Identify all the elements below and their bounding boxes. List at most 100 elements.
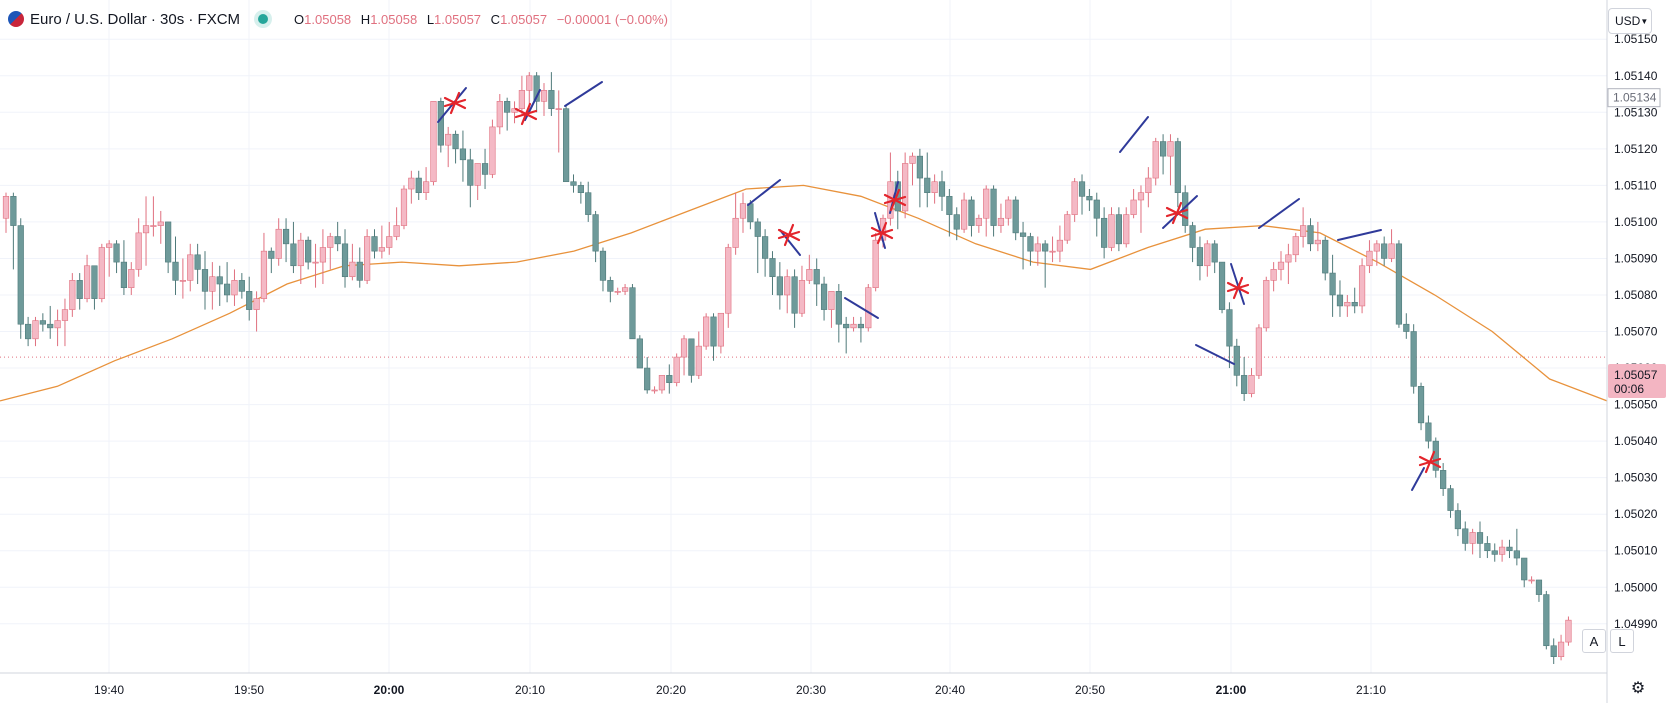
candle	[1277, 251, 1285, 281]
candle-body	[474, 163, 481, 186]
candle	[187, 243, 194, 292]
candle-body	[1381, 243, 1388, 259]
candle	[386, 221, 393, 255]
trend-line-drawing	[1119, 116, 1149, 153]
candle	[39, 313, 46, 332]
candle-body	[1101, 217, 1108, 248]
candle	[1005, 196, 1012, 226]
candle	[607, 276, 614, 303]
candle	[975, 214, 982, 233]
candle	[179, 258, 186, 299]
ohlc-values: O1.05058 H1.05058 L1.05057 C1.05057 −0.0…	[294, 12, 674, 27]
symbol-legend[interactable]: Euro / U.S. Dollar · 30s · FXCM O1.05058…	[8, 8, 674, 30]
candle-body	[1174, 141, 1181, 193]
candle-body	[754, 221, 761, 237]
candle	[1476, 521, 1484, 559]
candle-body	[69, 280, 76, 310]
candle	[924, 152, 931, 208]
last-price-label: 1.05057	[1614, 368, 1658, 382]
candle	[563, 104, 570, 183]
candle	[703, 313, 710, 350]
time-axis[interactable]: 19:40 19:50 20:00 20:10 20:20 20:30 20:40 20:50…	[94, 683, 1386, 697]
candle	[1307, 218, 1314, 252]
candle-body	[1344, 301, 1351, 307]
candle-body	[1528, 579, 1535, 582]
candle-body	[415, 177, 422, 193]
candle-body	[1521, 557, 1528, 581]
currency-button[interactable]: USD ▼	[1608, 8, 1652, 34]
high-value: 1.05058	[370, 11, 418, 27]
candle-body	[1241, 375, 1248, 394]
log-scale-button[interactable]: L	[1610, 629, 1634, 653]
auto-scale-button[interactable]: A	[1582, 629, 1606, 653]
candle-body	[25, 323, 32, 340]
candle-body	[924, 177, 931, 193]
candle-body	[1285, 254, 1292, 263]
price-axis[interactable]: 1.05150 1.05140 1.05130 1.05120 1.05110 1.051…	[1614, 32, 1658, 631]
candle-body	[1226, 309, 1233, 347]
candle	[585, 181, 592, 222]
candle-body	[268, 250, 275, 259]
trend-line-drawing	[779, 229, 801, 256]
price-tick-label: 1.05050	[1614, 398, 1658, 412]
price-tick-label: 1.05000	[1614, 580, 1658, 594]
candle	[1454, 503, 1461, 537]
candle	[540, 83, 548, 116]
candle	[135, 218, 142, 277]
candle-body	[1351, 301, 1358, 307]
candle-body	[703, 316, 710, 347]
candle-body	[408, 177, 415, 190]
candle	[1034, 236, 1041, 266]
candle	[798, 265, 806, 317]
candle-body	[128, 269, 135, 288]
candle-body	[1329, 272, 1336, 296]
candle-body	[644, 367, 651, 391]
candle-body	[1196, 247, 1204, 267]
candle	[820, 276, 828, 321]
candle-body	[157, 221, 164, 226]
time-tick-label: 20:00	[374, 683, 405, 697]
candle	[754, 218, 761, 274]
candle	[1101, 207, 1108, 259]
candle-body	[1071, 181, 1078, 215]
candle-body	[1108, 214, 1115, 248]
candle	[784, 269, 791, 314]
candle	[1462, 521, 1469, 551]
candle	[246, 276, 253, 321]
candle-body	[1093, 199, 1100, 219]
candle-body	[76, 280, 83, 299]
candle-body	[909, 155, 916, 164]
candle-body	[1086, 196, 1093, 201]
x-marker-stroke	[777, 230, 801, 240]
x-marker-stroke	[1165, 208, 1189, 218]
candle-body	[364, 236, 371, 281]
x-marker-stroke	[883, 195, 907, 205]
candle-body	[334, 236, 341, 245]
candle	[1395, 240, 1403, 328]
candle	[1086, 189, 1093, 211]
candle	[327, 232, 334, 270]
candle	[489, 119, 496, 179]
candle	[1366, 240, 1373, 274]
price-tick-label: 1.05080	[1614, 288, 1658, 302]
candle-body	[312, 261, 319, 264]
symbol-title[interactable]: Euro / U.S. Dollar · 30s · FXCM	[30, 10, 241, 28]
candle	[1255, 324, 1262, 380]
chart-settings-gear-icon[interactable]: ⚙	[1630, 680, 1646, 697]
candle	[710, 313, 717, 361]
candle	[1145, 167, 1152, 208]
close-label: C	[490, 11, 501, 27]
candle-body	[371, 236, 378, 252]
price-tick-label: 1.05030	[1614, 471, 1658, 485]
market-open-status-icon	[258, 14, 269, 24]
candle	[496, 94, 503, 135]
price-tick-label: 1.05070	[1614, 325, 1658, 339]
candle	[1130, 189, 1137, 219]
candle-body	[621, 287, 629, 292]
candle	[430, 101, 437, 186]
x-marker-stroke	[514, 109, 538, 119]
candle	[142, 196, 150, 266]
candle-body	[1454, 510, 1461, 530]
candle	[1196, 236, 1204, 281]
